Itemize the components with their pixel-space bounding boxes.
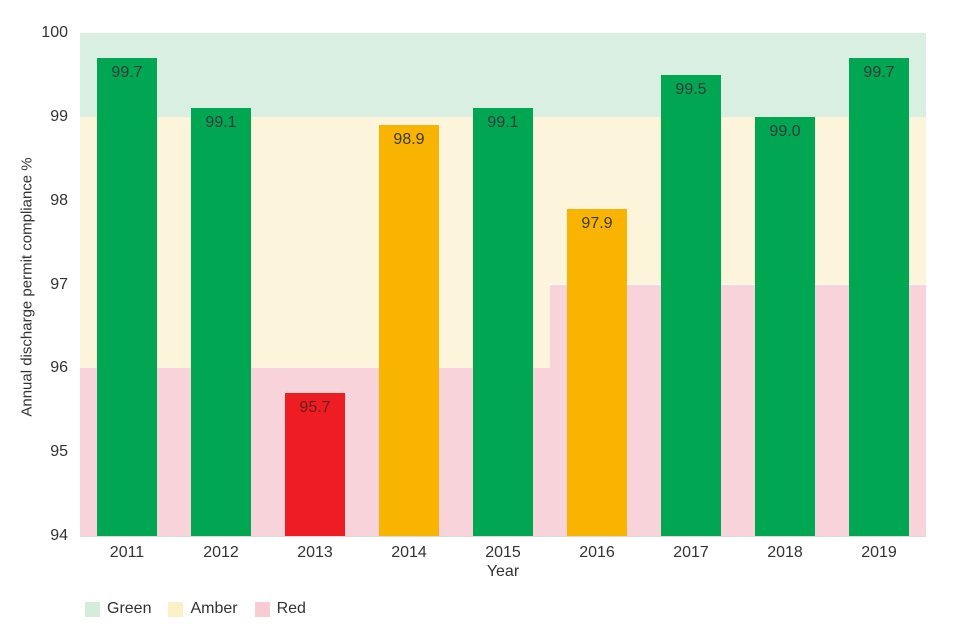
- bar-value-label: 99.0: [769, 122, 801, 140]
- band-amber: [80, 116, 550, 369]
- y-tick-98: 98: [50, 191, 68, 209]
- legend-swatch-red: [254, 601, 270, 617]
- x-tick-2017: 2017: [673, 544, 709, 561]
- y-tick-100: 100: [41, 24, 68, 41]
- legend: Green Amber Red: [85, 600, 306, 618]
- legend-item-amber: Amber: [168, 600, 238, 618]
- legend-swatch-amber: [168, 601, 184, 617]
- y-tick-99: 99: [50, 107, 68, 125]
- x-tick-2018: 2018: [767, 544, 803, 561]
- bar-2014: 98.9: [379, 125, 439, 536]
- bar-value-label: 99.7: [863, 64, 895, 82]
- bar-value-label: 99.1: [205, 114, 237, 132]
- bar-2015: 99.1: [473, 108, 533, 536]
- bar-2018: 99.0: [755, 116, 815, 536]
- bar-2017: 99.5: [661, 74, 721, 536]
- legend-item-red: Red: [254, 600, 306, 618]
- legend-item-green: Green: [85, 600, 151, 618]
- bar-value-label: 99.5: [675, 80, 707, 98]
- legend-swatch-green: [85, 601, 100, 617]
- x-tick-2019: 2019: [861, 544, 897, 561]
- y-tick-95: 95: [50, 443, 68, 461]
- bar-value-label: 99.1: [487, 114, 519, 132]
- x-axis-title: Year: [486, 563, 520, 580]
- x-tick-2015: 2015: [485, 544, 521, 561]
- bar-2011: 99.7: [97, 58, 157, 536]
- bar-2013: 95.7: [285, 393, 345, 536]
- legend-label: Red: [276, 600, 306, 617]
- bar-2012: 99.1: [191, 108, 251, 536]
- plot-area: 99.7 99.1 95.7 98.9 99.1 97.9 99.5 99.0 99.7: [80, 33, 926, 537]
- x-tick-2016: 2016: [579, 544, 615, 561]
- legend-label: Green: [107, 600, 152, 617]
- x-tick-2014: 2014: [391, 544, 427, 561]
- bar-value-label: 95.7: [299, 399, 331, 417]
- bar-2019: 99.7: [849, 58, 909, 536]
- bar-value-label: 97.9: [581, 215, 613, 233]
- x-tick-2013: 2013: [297, 544, 333, 561]
- bar-value-label: 99.7: [111, 64, 143, 82]
- legend-label: Amber: [190, 600, 238, 617]
- x-tick-2012: 2012: [203, 544, 239, 561]
- bar-2016: 97.9: [567, 209, 627, 536]
- bar-value-label: 98.9: [393, 131, 425, 149]
- x-tick-2011: 2011: [109, 544, 145, 561]
- band-green: [80, 33, 926, 117]
- y-tick-94: 94: [50, 527, 68, 544]
- y-tick-97: 97: [50, 275, 68, 293]
- y-tick-96: 96: [50, 359, 68, 377]
